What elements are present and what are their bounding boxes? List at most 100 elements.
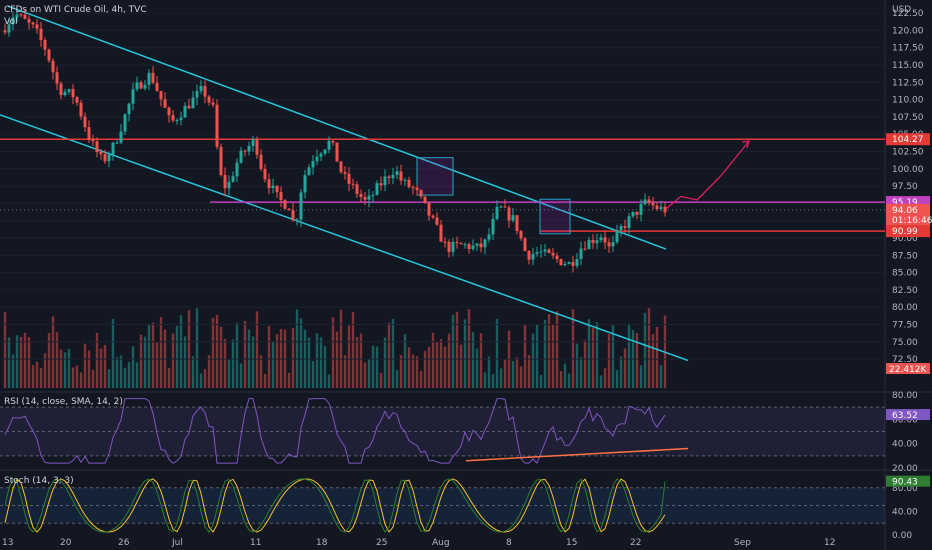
volume-bar [11,354,15,388]
price-tick-label: 122.50 [892,9,924,19]
candle-body [499,206,503,208]
volume-bar [455,311,459,388]
stoch-tick-label: 40.00 [892,507,918,517]
volume-bar [335,331,339,388]
volume-bar [491,374,495,388]
candle-body [655,205,659,209]
volume-bar [103,344,107,388]
candle-body [647,199,651,203]
volume-bar [519,366,523,388]
candle-body [43,39,47,50]
volume-bar [91,369,95,388]
volume-bar [239,363,243,388]
time-tick-label: 15 [566,538,577,548]
candle-body [343,172,347,174]
volume-bar [595,322,599,388]
annotations [0,5,885,362]
volume-bar [495,318,499,388]
volume-bar [123,367,127,388]
candle-body [247,146,251,152]
price-tick-label: 90.00 [892,234,918,244]
volume-bar [191,356,195,388]
candle-body [143,84,147,89]
candle-body [583,248,587,250]
volume-bar [371,345,375,388]
volume-bar [607,334,611,388]
volume-bar [379,372,383,388]
volume-bar [527,355,531,388]
volume-bar [615,370,619,388]
candle-body [623,226,627,228]
volume-bar [107,369,111,388]
candle-body [567,262,571,264]
volume-bar [339,309,343,388]
candle-body [475,243,479,246]
candle-body [275,185,279,193]
volume-bar [211,317,215,388]
candle-body [251,138,255,147]
candle-body [159,90,163,100]
candle-body [195,91,199,98]
candle-body [83,116,87,128]
volume-bar [343,355,347,388]
candle-body [51,60,55,73]
volume-bar [411,354,415,388]
volume-bar [179,315,183,388]
volume-bar [603,368,607,388]
volume-bar [7,337,11,388]
volume-bar [515,357,519,388]
candle-body [383,176,387,186]
price-tick-label: 75.00 [892,338,918,348]
volume-bar [423,350,427,388]
volume-bar [391,318,395,388]
candle-body [155,82,159,91]
volume-bar [387,322,391,388]
candle-body [587,239,591,250]
candle-body [483,239,487,248]
volume-bar [111,318,115,388]
candle-body [167,107,171,116]
volume-bar [127,362,131,388]
candle-body [551,252,555,256]
candle-body [103,154,107,162]
time-tick-label: 12 [824,538,835,548]
volume-bar [67,348,71,388]
candle-body [563,263,567,266]
candle-body [435,217,439,225]
level-price-tag: 95.19 [892,198,918,208]
volume-bar [131,346,135,388]
volume-bar [359,333,363,388]
volume-bar [175,325,179,388]
time-axis: 13 20 26 Jul 11 18 25 Aug 8 15 22 Sep 12 [2,538,835,548]
volume-bar [587,319,591,388]
candle-body [63,91,67,96]
candle-body [71,89,75,98]
candle-body [267,179,271,189]
candle-body [215,104,219,147]
price-tick-label: 115.00 [892,61,924,71]
time-tick-label: Sep [734,538,751,548]
volume-bar [43,353,47,388]
candle-body [471,245,475,250]
candle-body [663,206,667,213]
volume-bar [27,337,31,388]
candle-body [459,243,463,245]
candle-body [555,255,559,260]
candle-body [255,138,259,155]
volume-bar [311,361,315,388]
candle-body [7,24,11,33]
candle-body [339,161,343,173]
volume-bar [315,333,319,388]
time-tick-label: 26 [118,538,130,548]
volume-bar [83,343,87,388]
candle-body [23,14,27,20]
volume-bar [279,328,283,388]
time-tick-label: 20 [60,538,72,548]
resistance-price-tag-bg [886,133,930,146]
volume-bar [255,311,259,388]
candle-body [539,251,543,253]
candle-body [559,259,563,266]
volume-bar [151,322,155,388]
candle-body [111,142,115,155]
